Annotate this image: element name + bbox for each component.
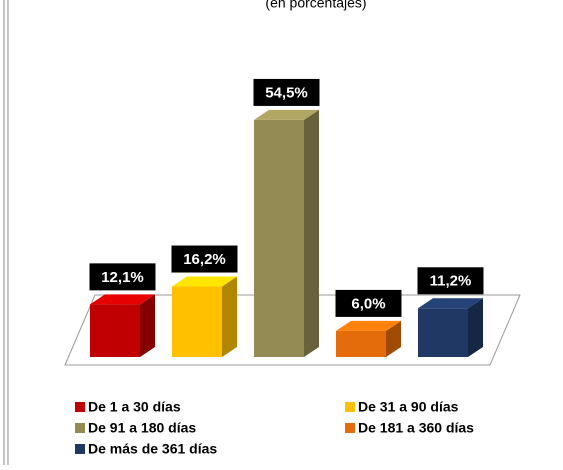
bar-side (140, 294, 155, 357)
bar-top (418, 298, 483, 309)
bar (418, 308, 468, 357)
value-label: 11,2% (430, 273, 472, 290)
legend-label: De 181 a 360 días (358, 420, 474, 436)
value-label-box (417, 267, 484, 295)
legend-marker (345, 423, 355, 433)
bar (254, 119, 304, 357)
bar-side (386, 320, 401, 357)
bar-side (468, 298, 483, 357)
legend-label: De más de 361 días (88, 441, 217, 457)
bar (90, 304, 140, 357)
bar-side (304, 109, 319, 357)
value-label-box (253, 78, 320, 106)
legend-marker (345, 402, 355, 412)
value-label: 54,5% (265, 84, 308, 101)
bar (172, 286, 222, 357)
value-label: 16,2% (183, 251, 226, 268)
legend-label: De 1 a 30 días (88, 399, 181, 415)
chart-subtitle: (en porcentajes) (265, 0, 366, 11)
legend-marker (75, 423, 85, 433)
bar-top (336, 320, 401, 331)
value-label-box (89, 263, 156, 291)
value-label: 12,1% (101, 269, 144, 286)
value-label: 6,0% (351, 295, 385, 312)
legend-marker (75, 402, 85, 412)
legend-label: De 91 a 180 días (88, 420, 196, 436)
bar (336, 330, 386, 357)
value-label-box (171, 245, 238, 273)
value-label-box (335, 289, 402, 317)
bar-side (222, 276, 237, 357)
bar-top (90, 294, 155, 305)
legend-marker (75, 444, 85, 454)
bar-top (172, 276, 237, 287)
bar-top (254, 109, 319, 120)
legend-label: De 31 a 90 días (358, 399, 459, 415)
